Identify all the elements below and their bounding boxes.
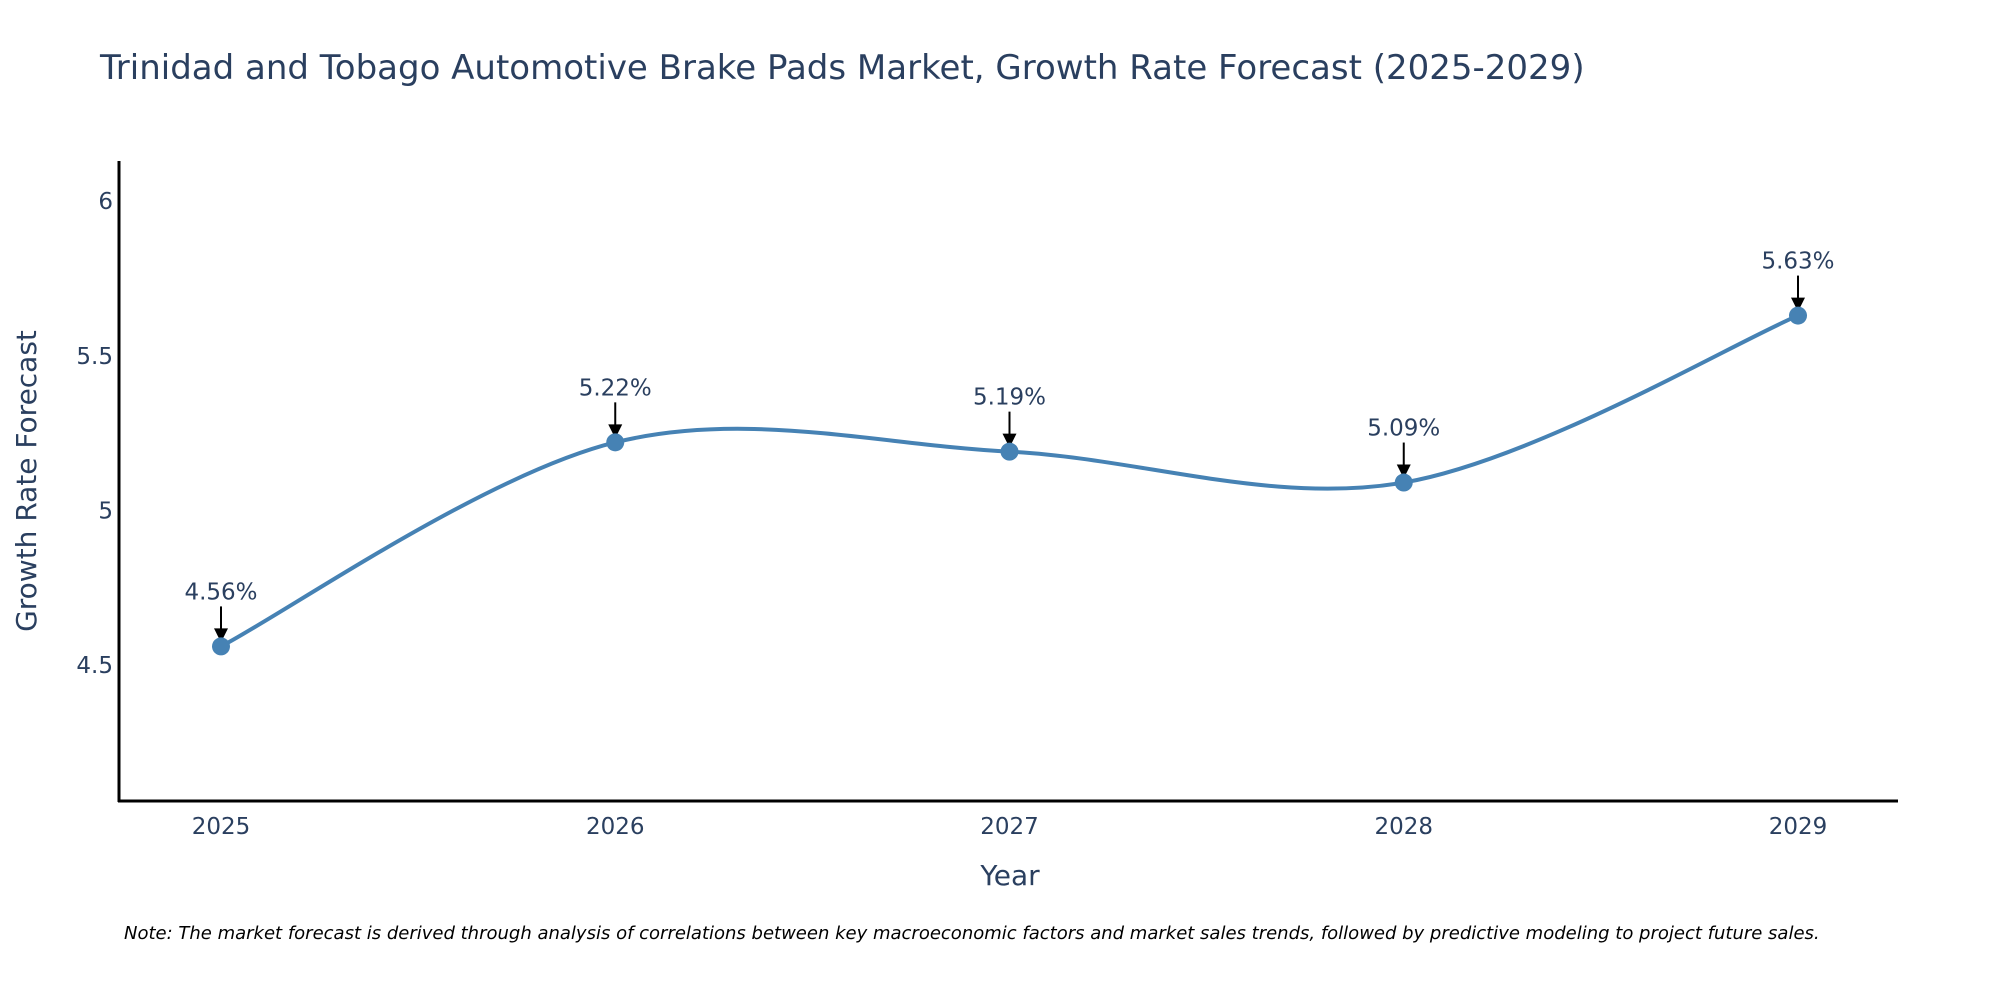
chart-title: Trinidad and Tobago Automotive Brake Pad… [99, 48, 1585, 88]
x-tick-label: 2029 [1769, 814, 1828, 840]
y-tick-label: 5 [98, 498, 113, 524]
data-point-2029[interactable] [1789, 306, 1807, 325]
data-label-2027: 5.19% [973, 385, 1046, 411]
x-axis-ticks: 2025 2026 2027 2028 2029 [192, 814, 1828, 840]
y-axis-title: Growth Rate Forecast [10, 330, 43, 632]
y-axis-ticks: 4.5 5 5.5 6 [76, 189, 113, 679]
x-axis-title: Year [979, 859, 1040, 892]
annotation-arrow-head [608, 424, 623, 439]
footnote: Note: The market forecast is derived thr… [124, 923, 1820, 944]
x-tick-label: 2026 [586, 814, 645, 840]
x-tick-label: 2027 [980, 814, 1039, 840]
y-tick-label: 5.5 [76, 344, 113, 370]
data-point-2026[interactable] [606, 433, 625, 452]
x-tick-label: 2028 [1374, 814, 1433, 840]
data-point-2027[interactable] [1000, 442, 1019, 461]
data-label-2028: 5.09% [1367, 416, 1440, 442]
annotation-arrow-head [1396, 464, 1411, 479]
annotation-arrow-head [214, 628, 228, 643]
data-annotations: 4.56% 5.22% 5.19% 5.09% 5.63% [184, 249, 1835, 643]
data-point-2028[interactable] [1394, 473, 1413, 492]
data-label-2026: 5.22% [579, 375, 652, 401]
annotation-arrow-head [1791, 297, 1805, 312]
data-point-2025[interactable] [212, 637, 230, 656]
series-line [220, 313, 1799, 649]
y-tick-label: 6 [98, 189, 113, 215]
annotation-arrow-head [1002, 433, 1017, 448]
x-tick-label: 2025 [192, 814, 251, 840]
data-label-2029: 5.63% [1761, 249, 1834, 275]
y-tick-label: 4.5 [76, 653, 113, 679]
data-label-2025: 4.56% [184, 579, 257, 605]
data-markers [212, 306, 1807, 656]
